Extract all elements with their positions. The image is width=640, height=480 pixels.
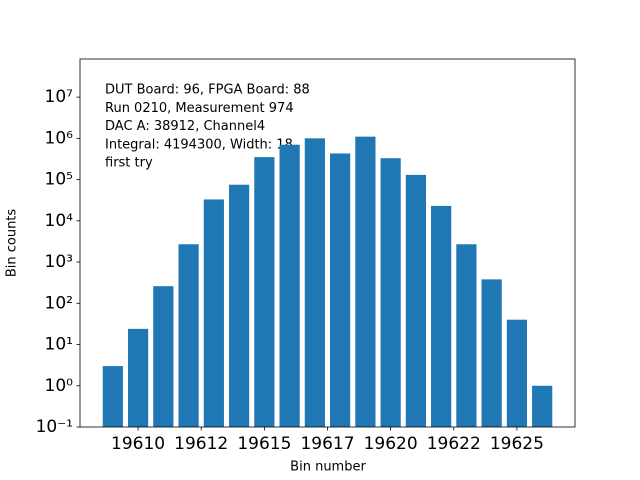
- x-tick-label: 19612: [174, 434, 228, 454]
- bar: [229, 184, 250, 427]
- bar: [254, 157, 275, 427]
- y-tick-label: 10⁶: [45, 128, 74, 148]
- annotation: DUT Board: 96, FPGA Board: 88: [105, 83, 310, 98]
- y-tick-label: 10⁷: [45, 87, 74, 107]
- x-tick-label: 19622: [427, 434, 481, 454]
- bar: [405, 174, 426, 427]
- bar: [102, 366, 123, 427]
- bar: [355, 136, 376, 427]
- annotation: Integral: 4194300, Width: 18: [105, 137, 293, 152]
- bar: [380, 158, 401, 427]
- y-tick-label: 10⁵: [45, 170, 73, 190]
- x-axis-label: Bin number: [290, 460, 366, 475]
- annotation: Run 0210, Measurement 974: [105, 101, 294, 116]
- bar: [330, 153, 351, 427]
- annotation: first try: [105, 156, 153, 171]
- x-tick-label: 19620: [364, 434, 418, 454]
- annotation: DAC A: 38912, Channel4: [105, 119, 265, 134]
- x-tick-label: 19615: [237, 434, 291, 454]
- x-tick-label: 19625: [490, 434, 544, 454]
- bar: [532, 385, 553, 427]
- bar: [304, 138, 325, 427]
- y-tick-label: 10³: [45, 252, 73, 272]
- y-tick-label: 10⁴: [45, 211, 74, 231]
- bar: [178, 244, 199, 427]
- bar: [153, 286, 174, 427]
- bar: [506, 319, 528, 427]
- y-axis-label: Bin counts: [5, 209, 20, 278]
- bar: [481, 279, 502, 427]
- y-tick-label: 10⁻¹: [36, 417, 73, 437]
- bar: [203, 199, 224, 427]
- x-tick-label: 19617: [300, 434, 354, 454]
- bar: [431, 205, 452, 427]
- bar: [279, 144, 300, 427]
- bar: [456, 244, 477, 427]
- x-tick-label: 19610: [111, 434, 165, 454]
- y-tick-label: 10¹: [45, 335, 73, 355]
- y-tick-label: 10⁰: [45, 376, 74, 396]
- y-tick-label: 10²: [45, 293, 73, 313]
- bar: [127, 328, 149, 427]
